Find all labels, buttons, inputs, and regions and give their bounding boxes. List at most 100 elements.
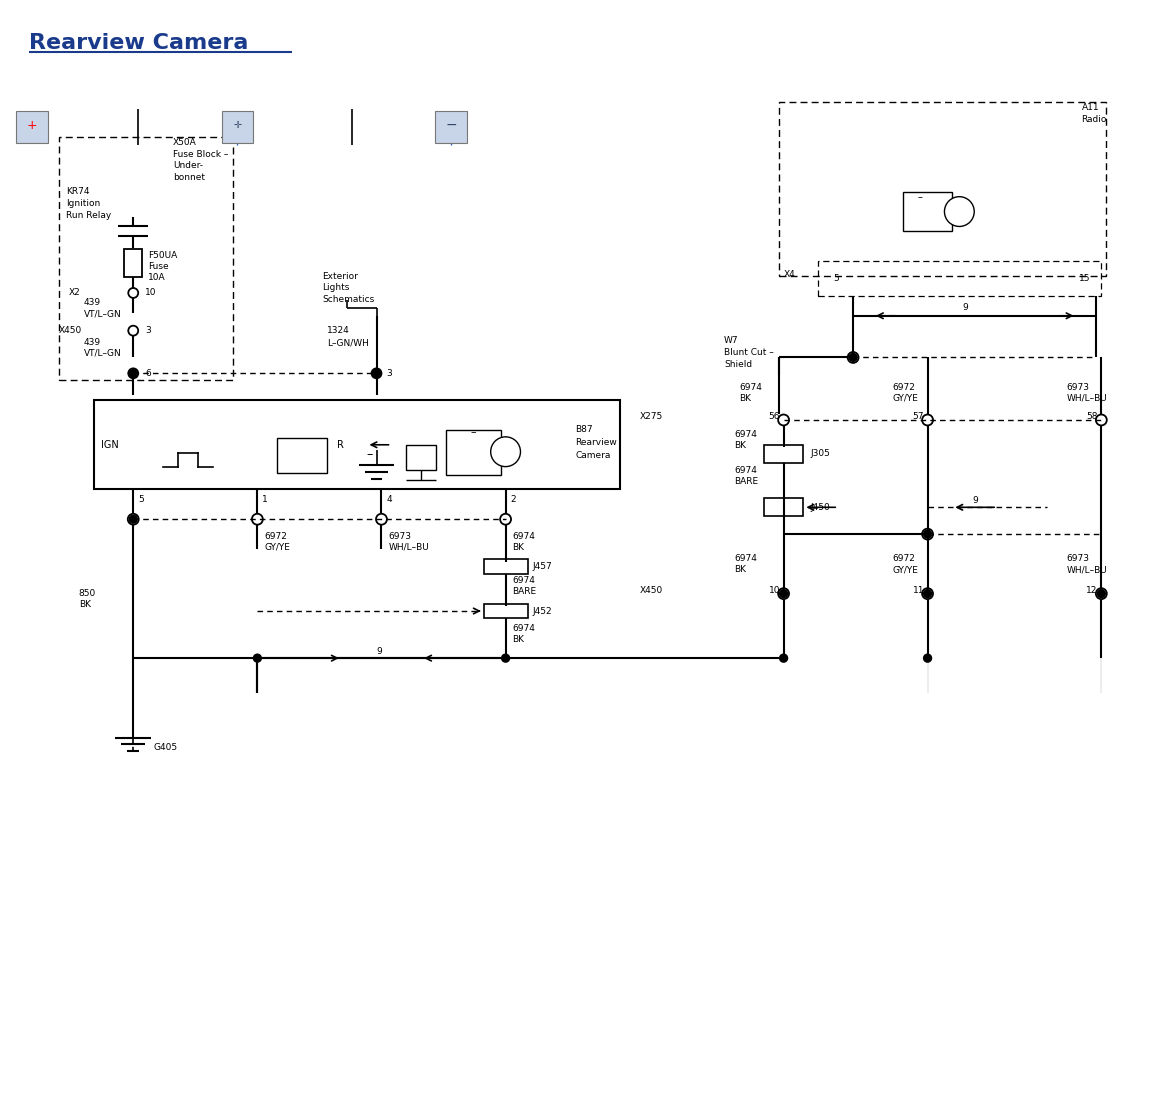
Text: –: – bbox=[471, 427, 477, 437]
Text: X450: X450 bbox=[59, 326, 82, 335]
Bar bbox=[484, 559, 528, 573]
Text: 57: 57 bbox=[912, 412, 924, 421]
Bar bbox=[277, 438, 326, 473]
Text: BK: BK bbox=[738, 394, 751, 403]
Text: 5: 5 bbox=[834, 274, 839, 282]
Text: Schematics: Schematics bbox=[322, 295, 375, 304]
Text: 58: 58 bbox=[1086, 412, 1098, 421]
Text: 850: 850 bbox=[79, 590, 96, 598]
Text: VT/L–GN: VT/L–GN bbox=[83, 349, 121, 358]
Text: –: – bbox=[366, 449, 373, 462]
Text: Ignition: Ignition bbox=[66, 199, 100, 208]
Circle shape bbox=[129, 370, 137, 377]
Text: 6974: 6974 bbox=[734, 555, 757, 563]
Text: IGN: IGN bbox=[101, 440, 120, 450]
Text: −: − bbox=[445, 118, 457, 132]
Text: Rearview: Rearview bbox=[575, 439, 616, 447]
Text: BK: BK bbox=[513, 635, 525, 643]
Text: 11: 11 bbox=[912, 586, 924, 595]
Text: L–GN/WH: L–GN/WH bbox=[326, 338, 369, 347]
Text: J457: J457 bbox=[532, 562, 552, 571]
Text: J450: J450 bbox=[810, 503, 830, 512]
Text: 6972: 6972 bbox=[892, 555, 916, 563]
Circle shape bbox=[780, 654, 788, 662]
Text: 6974: 6974 bbox=[513, 577, 535, 585]
Text: Exterior: Exterior bbox=[322, 271, 358, 280]
Text: Fuse: Fuse bbox=[148, 261, 169, 270]
Text: X2: X2 bbox=[69, 289, 81, 298]
Circle shape bbox=[129, 515, 137, 523]
Text: BK: BK bbox=[734, 441, 745, 451]
Text: 6974: 6974 bbox=[513, 532, 535, 540]
Text: WH/L–BU: WH/L–BU bbox=[1066, 566, 1107, 574]
Bar bbox=[764, 445, 803, 463]
Circle shape bbox=[924, 654, 931, 662]
Text: A11: A11 bbox=[1081, 103, 1099, 112]
Text: GY/YE: GY/YE bbox=[892, 394, 919, 403]
Text: WH/L–BU: WH/L–BU bbox=[1066, 394, 1107, 403]
Bar bbox=[818, 261, 1101, 296]
Text: Rearview Camera: Rearview Camera bbox=[29, 33, 249, 53]
Bar bbox=[484, 604, 528, 618]
Text: Lights: Lights bbox=[322, 283, 350, 292]
Bar bbox=[764, 499, 803, 516]
Text: 10: 10 bbox=[769, 586, 781, 595]
Text: 4: 4 bbox=[386, 494, 392, 504]
Circle shape bbox=[254, 654, 262, 662]
Text: 15: 15 bbox=[1079, 274, 1089, 282]
Text: WH/L–BU: WH/L–BU bbox=[389, 543, 430, 551]
Text: X450: X450 bbox=[640, 586, 663, 595]
Bar bbox=[436, 112, 467, 143]
Text: GY/YE: GY/YE bbox=[264, 543, 290, 551]
Text: 3: 3 bbox=[386, 369, 392, 377]
Bar bbox=[94, 400, 620, 489]
Text: W7: W7 bbox=[724, 336, 738, 345]
Text: 6972: 6972 bbox=[264, 532, 288, 540]
Text: 6974: 6974 bbox=[734, 466, 757, 475]
Circle shape bbox=[1098, 590, 1105, 597]
Text: 10A: 10A bbox=[148, 272, 166, 281]
Circle shape bbox=[491, 437, 520, 467]
Text: 6973: 6973 bbox=[389, 532, 411, 540]
Text: 6972: 6972 bbox=[892, 383, 916, 392]
Text: BK: BK bbox=[734, 566, 745, 574]
Text: Camera: Camera bbox=[575, 451, 610, 461]
Text: F50UA: F50UA bbox=[148, 251, 177, 259]
Text: +: + bbox=[27, 119, 38, 131]
Text: X4: X4 bbox=[783, 269, 795, 279]
Text: X50A: X50A bbox=[173, 138, 197, 147]
Text: J452: J452 bbox=[532, 606, 552, 616]
Text: 9: 9 bbox=[972, 496, 978, 504]
Circle shape bbox=[924, 590, 931, 597]
Bar bbox=[59, 137, 232, 381]
Text: R: R bbox=[337, 440, 344, 450]
Circle shape bbox=[944, 197, 974, 226]
Text: 6974: 6974 bbox=[738, 383, 762, 392]
Circle shape bbox=[372, 370, 380, 377]
Text: 1324: 1324 bbox=[326, 326, 350, 335]
Bar bbox=[778, 103, 1106, 276]
Text: Blunt Cut –: Blunt Cut – bbox=[724, 348, 774, 357]
Circle shape bbox=[849, 353, 857, 361]
Text: BARE: BARE bbox=[734, 477, 758, 486]
Text: 6973: 6973 bbox=[1066, 555, 1089, 563]
Text: Run Relay: Run Relay bbox=[66, 211, 112, 220]
Text: 1: 1 bbox=[262, 494, 268, 504]
Text: B87: B87 bbox=[575, 426, 593, 434]
Bar bbox=[222, 112, 254, 143]
Text: GY/YE: GY/YE bbox=[892, 566, 919, 574]
Text: X275: X275 bbox=[640, 412, 663, 421]
Bar bbox=[903, 191, 952, 232]
Bar bbox=[446, 430, 500, 475]
Text: J305: J305 bbox=[810, 450, 830, 458]
Text: 2: 2 bbox=[511, 494, 517, 504]
Text: Fuse Block –: Fuse Block – bbox=[173, 150, 228, 159]
Text: BK: BK bbox=[513, 543, 525, 551]
Circle shape bbox=[501, 654, 510, 662]
Text: VT/L–GN: VT/L–GN bbox=[83, 310, 121, 318]
Text: bonnet: bonnet bbox=[173, 173, 205, 183]
Text: BK: BK bbox=[79, 600, 90, 609]
Bar bbox=[406, 445, 436, 469]
Text: 9: 9 bbox=[377, 647, 383, 655]
Text: 9: 9 bbox=[963, 303, 969, 312]
